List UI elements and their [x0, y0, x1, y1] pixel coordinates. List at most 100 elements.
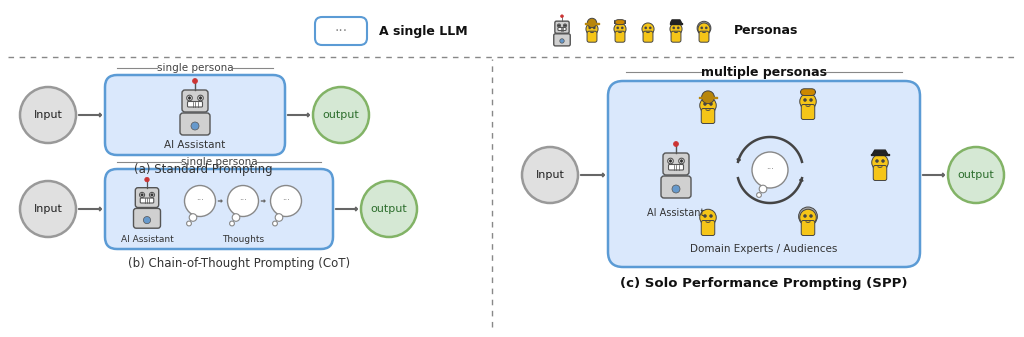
Circle shape — [674, 142, 679, 147]
Circle shape — [560, 15, 563, 18]
Circle shape — [645, 27, 647, 29]
FancyBboxPatch shape — [135, 188, 159, 208]
Circle shape — [184, 185, 215, 216]
Circle shape — [668, 158, 674, 164]
FancyBboxPatch shape — [801, 104, 815, 120]
Text: ···: ··· — [239, 196, 247, 206]
FancyBboxPatch shape — [554, 34, 570, 46]
Circle shape — [275, 214, 283, 221]
Circle shape — [876, 159, 879, 162]
FancyBboxPatch shape — [587, 31, 597, 42]
Text: Thoughts: Thoughts — [222, 235, 264, 244]
FancyBboxPatch shape — [669, 164, 683, 170]
Circle shape — [272, 221, 278, 226]
Circle shape — [560, 39, 564, 43]
FancyBboxPatch shape — [315, 17, 367, 45]
Text: multiple personas: multiple personas — [701, 65, 827, 79]
Circle shape — [698, 23, 710, 35]
Text: (a) Standard Prompting: (a) Standard Prompting — [134, 162, 272, 176]
Circle shape — [616, 27, 618, 29]
Circle shape — [700, 27, 702, 29]
Text: (b) Chain-of-Thought Prompting (CoT): (b) Chain-of-Thought Prompting (CoT) — [128, 256, 350, 270]
Text: ···: ··· — [196, 196, 204, 206]
Circle shape — [680, 160, 683, 162]
Circle shape — [144, 177, 150, 182]
Circle shape — [697, 21, 711, 35]
Circle shape — [150, 192, 155, 197]
FancyBboxPatch shape — [671, 31, 681, 42]
FancyBboxPatch shape — [187, 101, 203, 107]
Circle shape — [198, 95, 204, 101]
Text: output: output — [323, 110, 359, 120]
Circle shape — [649, 27, 651, 29]
Text: output: output — [371, 204, 408, 214]
Circle shape — [588, 18, 597, 28]
FancyBboxPatch shape — [555, 21, 569, 33]
Text: single persona: single persona — [157, 63, 233, 73]
Circle shape — [703, 102, 707, 105]
Circle shape — [20, 87, 76, 143]
Text: ···: ··· — [766, 165, 774, 175]
Circle shape — [232, 214, 240, 221]
Text: output: output — [957, 170, 994, 180]
Circle shape — [804, 98, 807, 101]
Circle shape — [139, 192, 144, 197]
FancyBboxPatch shape — [558, 28, 566, 31]
Text: single persona: single persona — [180, 157, 257, 167]
Circle shape — [589, 27, 591, 29]
Circle shape — [143, 216, 151, 224]
FancyBboxPatch shape — [608, 81, 920, 267]
Circle shape — [800, 209, 816, 226]
Circle shape — [564, 25, 565, 26]
Circle shape — [188, 97, 190, 99]
Circle shape — [810, 214, 812, 217]
FancyBboxPatch shape — [701, 109, 715, 123]
Circle shape — [699, 97, 716, 114]
Circle shape — [313, 87, 369, 143]
Circle shape — [229, 221, 234, 226]
Circle shape — [672, 185, 680, 193]
Circle shape — [20, 181, 76, 237]
Text: Input: Input — [34, 110, 62, 120]
Text: AI Assistant: AI Assistant — [647, 208, 705, 218]
Circle shape — [227, 185, 258, 216]
Circle shape — [677, 27, 679, 29]
Text: AI Assistant: AI Assistant — [165, 140, 225, 150]
Circle shape — [622, 27, 624, 29]
FancyBboxPatch shape — [614, 20, 626, 25]
Circle shape — [757, 193, 762, 197]
Circle shape — [804, 214, 807, 217]
Text: ···: ··· — [335, 24, 347, 38]
Text: Input: Input — [34, 204, 62, 214]
FancyBboxPatch shape — [180, 113, 210, 135]
Text: AI Assistant: AI Assistant — [121, 235, 173, 244]
Circle shape — [759, 185, 767, 193]
Polygon shape — [671, 20, 682, 23]
Circle shape — [706, 27, 708, 29]
Circle shape — [799, 207, 817, 226]
Circle shape — [193, 79, 198, 84]
Circle shape — [948, 147, 1004, 203]
Circle shape — [189, 214, 197, 221]
FancyBboxPatch shape — [140, 198, 154, 203]
Text: Domain Experts / Audiences: Domain Experts / Audiences — [690, 244, 838, 254]
FancyBboxPatch shape — [663, 153, 689, 175]
FancyBboxPatch shape — [105, 75, 285, 155]
Circle shape — [200, 97, 202, 99]
Text: Input: Input — [536, 170, 564, 180]
FancyBboxPatch shape — [105, 169, 333, 249]
Circle shape — [679, 158, 684, 164]
FancyBboxPatch shape — [643, 31, 653, 42]
Circle shape — [710, 214, 713, 217]
Circle shape — [800, 93, 816, 110]
Circle shape — [670, 160, 672, 162]
Circle shape — [557, 24, 560, 27]
Circle shape — [673, 27, 675, 29]
FancyBboxPatch shape — [873, 165, 887, 181]
Circle shape — [141, 194, 143, 196]
Circle shape — [186, 221, 191, 226]
Circle shape — [593, 27, 595, 29]
FancyBboxPatch shape — [133, 208, 161, 228]
Circle shape — [703, 214, 707, 217]
Text: A single LLM: A single LLM — [379, 25, 468, 37]
